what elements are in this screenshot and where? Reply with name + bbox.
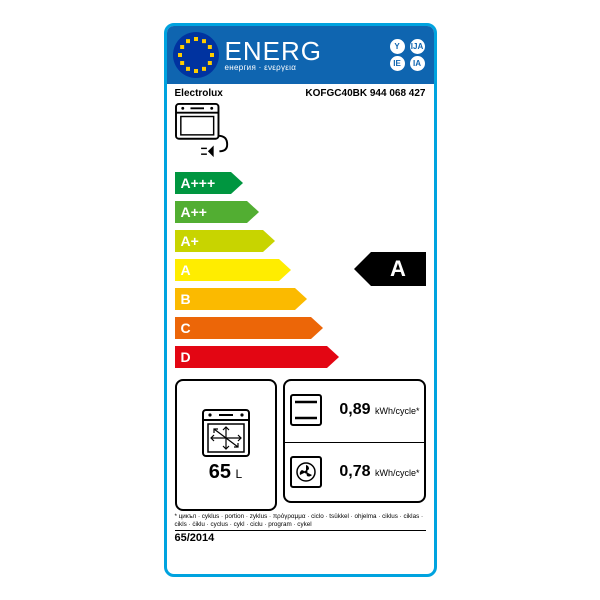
fan-value: 0,78 (339, 463, 370, 480)
energy-title: ENERG (225, 38, 384, 64)
fan-unit: kWh/cycle* (375, 468, 420, 478)
fan-heating-icon (289, 455, 323, 489)
product-class-pointer: A (354, 252, 426, 286)
energy-title-block: ENERG енергия · ενεργεια (225, 38, 384, 72)
efficiency-class-arrow: A+ (175, 228, 434, 253)
lang-badge: IA (410, 56, 425, 71)
efficiency-class-label: A++ (175, 201, 247, 223)
efficiency-class-label: B (175, 288, 295, 310)
lang-badge: IE (390, 56, 405, 71)
eu-flag-icon (173, 32, 219, 78)
efficiency-class-label: C (175, 317, 311, 339)
energy-consumption-box: 0,89 kWh/cycle* 0,78 kWh/cycle* (283, 379, 426, 503)
efficiency-class-arrow: D (175, 344, 434, 369)
efficiency-class-arrow: A++ (175, 199, 434, 224)
efficiency-class-arrow: C (175, 315, 434, 340)
lang-badge: Y (390, 39, 405, 54)
label-header: ENERG енергия · ενεργεια Y IJA IE IA (167, 26, 434, 84)
efficiency-arrows: A+++A++A+AABCD (167, 166, 434, 375)
conventional-row: 0,89 kWh/cycle* (285, 381, 424, 440)
product-row: Electrolux KOFGC40BK 944 068 427 (167, 84, 434, 101)
conventional-heating-icon (289, 393, 323, 427)
efficiency-class-label: A+++ (175, 172, 231, 194)
lang-badge: IJA (410, 39, 425, 54)
brand: Electrolux (175, 88, 223, 99)
regulation-number: 65/2014 (175, 530, 426, 547)
conventional-value-block: 0,89 kWh/cycle* (339, 401, 419, 419)
conventional-unit: kWh/cycle* (375, 406, 420, 416)
efficiency-class-label: A (175, 259, 279, 281)
efficiency-class-label: A+ (175, 230, 263, 252)
volume-value: 65 (209, 461, 231, 483)
oven-plug-icon (175, 103, 233, 159)
efficiency-class-label: D (175, 346, 327, 368)
volume-value-row: 65 L (209, 461, 242, 484)
product-class-value: A (371, 252, 426, 286)
energy-label-card: ENERG енергия · ενεργεια Y IJA IE IA Electr… (164, 23, 437, 577)
fan-value-block: 0,78 kWh/cycle* (339, 463, 419, 481)
volume-unit: L (236, 467, 243, 481)
fan-row: 0,78 kWh/cycle* (285, 442, 424, 501)
appliance-icon-row (167, 101, 434, 166)
conventional-value: 0,89 (339, 401, 370, 418)
efficiency-class-arrow: A+++ (175, 170, 434, 195)
volume-box: 65 L (175, 379, 277, 511)
info-boxes-row: 65 L 0,89 kWh/cycle* (167, 375, 434, 511)
model: KOFGC40BK 944 068 427 (305, 88, 425, 99)
language-badges: Y IJA IE IA (390, 39, 428, 71)
efficiency-class-arrow: B (175, 286, 434, 311)
cycle-footnote: * цикъл · cyklus · portion · zyklus · πρ… (167, 511, 434, 528)
oven-volume-icon (200, 407, 252, 459)
